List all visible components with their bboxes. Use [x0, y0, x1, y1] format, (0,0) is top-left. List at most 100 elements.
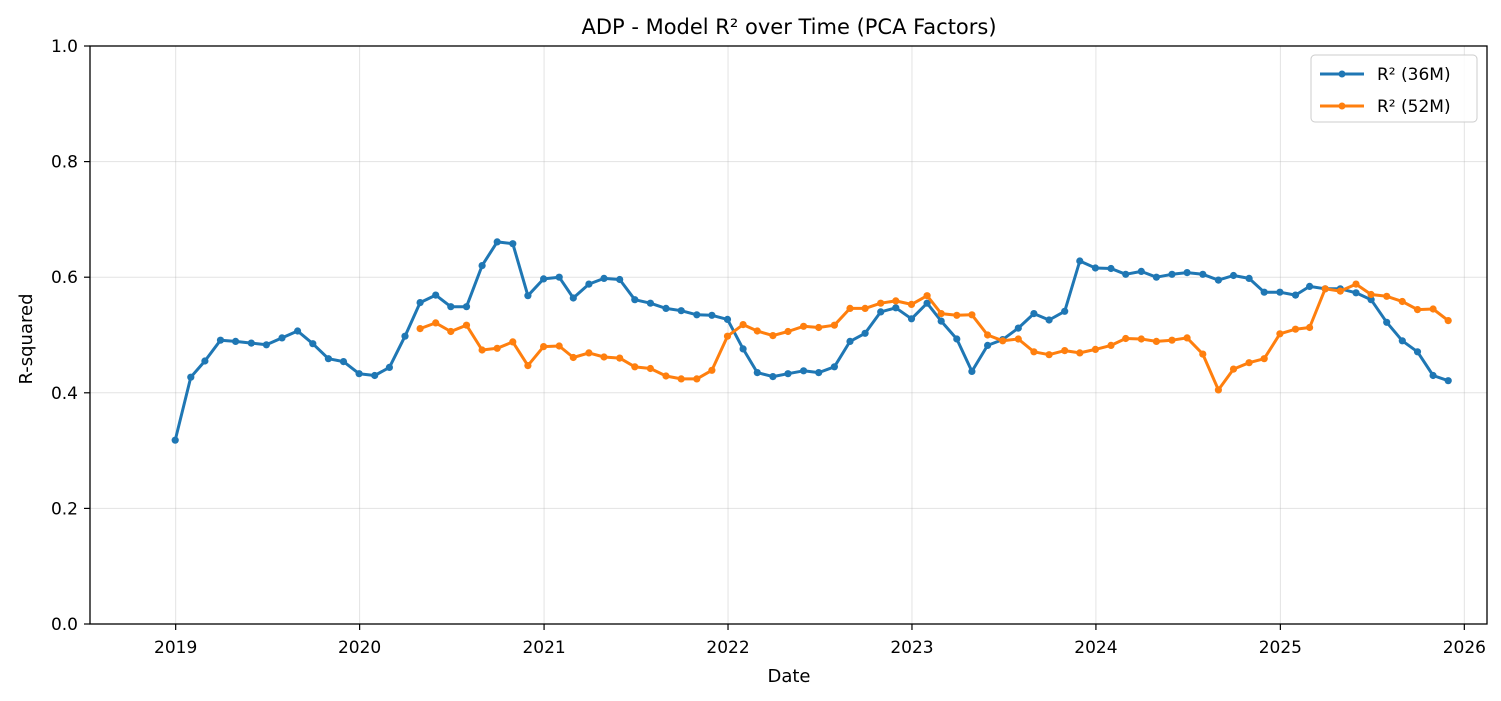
data-point-r52m — [769, 332, 777, 340]
data-point-r52m — [1168, 336, 1176, 344]
data-point-r52m — [892, 297, 900, 305]
data-point-r52m — [1276, 330, 1284, 338]
data-point-r36m — [1107, 264, 1115, 273]
data-point-r36m — [462, 303, 471, 311]
data-point-r52m — [569, 353, 577, 362]
data-point-r36m — [1183, 269, 1191, 277]
data-point-r36m — [1245, 274, 1253, 282]
y-tick-label: 0.8 — [51, 153, 78, 173]
data-point-r36m — [1045, 316, 1053, 324]
data-point-r36m — [953, 335, 961, 343]
data-point-r52m — [1321, 285, 1329, 293]
data-point-r36m — [432, 291, 440, 299]
data-point-r36m — [830, 363, 839, 371]
data-point-r52m — [1122, 334, 1130, 343]
data-point-r52m — [1107, 341, 1115, 349]
data-point-r36m — [216, 336, 225, 344]
legend-label-36m: R² (36M) — [1377, 65, 1451, 85]
data-point-r52m — [800, 322, 808, 330]
data-point-r36m — [1444, 377, 1452, 385]
data-point-r52m — [1199, 350, 1207, 358]
legend: R² (36M) R² (52M) — [1310, 54, 1478, 123]
data-point-r52m — [447, 327, 455, 336]
x-tick-label: 2019 — [154, 638, 197, 658]
data-point-r52m — [830, 321, 839, 329]
data-point-r52m — [600, 353, 608, 361]
data-point-r52m — [1137, 335, 1145, 343]
y-axis-label: R-squared — [16, 293, 37, 384]
data-point-r36m — [937, 317, 945, 325]
x-tick-label: 2025 — [1259, 638, 1302, 658]
data-point-r52m — [815, 323, 823, 332]
data-point-r52m — [1444, 317, 1452, 325]
data-point-r36m — [1030, 310, 1038, 318]
data-point-r36m — [646, 299, 655, 307]
data-point-r52m — [999, 337, 1007, 345]
data-point-r52m — [1413, 306, 1422, 314]
data-point-r36m — [493, 238, 501, 246]
data-point-r36m — [968, 367, 976, 375]
data-point-r52m — [953, 311, 961, 319]
y-tick-label: 0.0 — [51, 615, 78, 635]
data-point-r36m — [693, 311, 701, 319]
series-layer — [171, 238, 1452, 444]
data-point-r52m — [432, 319, 440, 327]
data-point-r52m — [1030, 348, 1038, 356]
x-tick-label: 2021 — [522, 638, 565, 658]
data-point-r36m — [739, 345, 747, 353]
data-point-r36m — [677, 307, 685, 315]
data-point-r36m — [585, 280, 593, 288]
data-point-r36m — [723, 315, 732, 323]
data-point-r52m — [1260, 355, 1268, 363]
x-tick-label: 2020 — [338, 638, 381, 658]
data-point-r36m — [784, 370, 792, 378]
data-point-r52m — [708, 366, 716, 374]
data-point-r36m — [800, 367, 808, 375]
data-point-r36m — [1076, 257, 1084, 265]
data-point-r36m — [1137, 267, 1145, 275]
data-point-r36m — [1152, 273, 1160, 281]
data-point-r52m — [1429, 305, 1437, 313]
data-point-r36m — [662, 304, 670, 312]
data-point-r36m — [401, 332, 409, 340]
x-tick-label: 2024 — [1074, 638, 1117, 658]
data-point-r36m — [540, 275, 548, 283]
data-point-r52m — [846, 304, 854, 312]
data-point-r52m — [1152, 337, 1160, 345]
data-point-r36m — [1367, 296, 1375, 304]
data-point-r52m — [1014, 335, 1022, 343]
plot-area-frame — [89, 45, 1488, 625]
data-point-r52m — [540, 343, 548, 351]
data-point-r36m — [294, 327, 302, 335]
data-point-r52m — [1291, 325, 1300, 333]
y-tick-label: 1.0 — [51, 37, 78, 57]
data-point-r52m — [677, 375, 685, 383]
data-point-r36m — [524, 292, 532, 300]
x-tick-label: 2022 — [706, 638, 749, 658]
data-point-r52m — [1367, 290, 1375, 299]
data-point-r36m — [1199, 270, 1207, 278]
data-point-r36m — [278, 334, 286, 342]
data-point-r52m — [478, 346, 486, 354]
data-point-r36m — [447, 303, 455, 311]
data-point-r36m — [861, 329, 869, 337]
data-point-r36m — [187, 373, 195, 381]
data-point-r52m — [861, 304, 869, 312]
data-point-r36m — [1168, 270, 1176, 278]
data-point-r36m — [1122, 270, 1130, 278]
data-point-r52m — [493, 344, 501, 352]
data-point-r52m — [1229, 365, 1238, 373]
data-point-r52m — [877, 299, 885, 307]
axes: 2019 2020 2021 2022 2023 2024 2025 2026 0.0 0.2 0.… — [51, 37, 1486, 658]
data-point-r52m — [524, 362, 532, 370]
data-point-r36m — [815, 369, 823, 377]
data-point-r52m — [1061, 347, 1069, 355]
data-point-r36m — [247, 339, 255, 347]
data-point-r36m — [1398, 337, 1406, 345]
data-point-r52m — [616, 354, 624, 362]
y-tick-label: 0.4 — [51, 384, 78, 404]
data-point-r36m — [1091, 264, 1099, 272]
data-point-r52m — [1091, 345, 1099, 353]
